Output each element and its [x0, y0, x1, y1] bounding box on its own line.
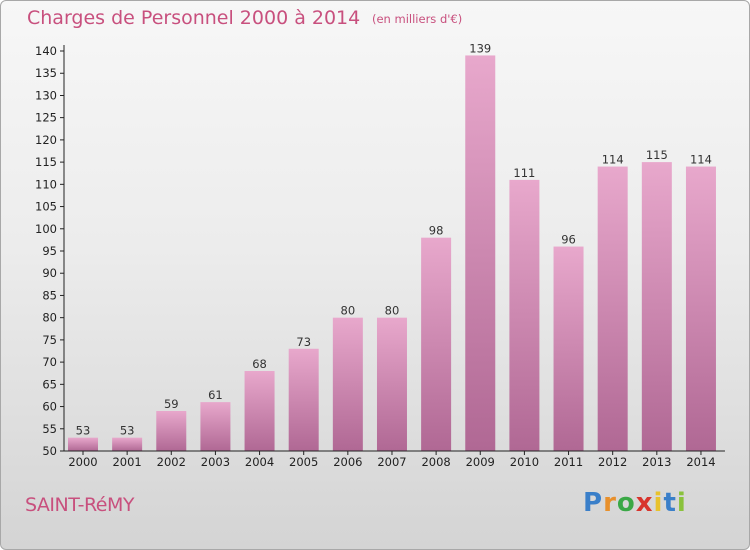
- y-axis: 50 55 60 65 70 75 80 85 90 95 100 105 110 115 120 125 13…: [35, 44, 65, 458]
- bar-2009: [465, 55, 496, 451]
- bar-2008: [421, 237, 452, 451]
- logo-letter: r: [603, 488, 617, 518]
- y-tick-label: 50: [42, 444, 57, 458]
- bar-value-label: 111: [513, 166, 535, 180]
- bar-value-label: 53: [120, 424, 135, 438]
- y-tick-label: 120: [35, 133, 57, 147]
- y-tick-label: 60: [42, 400, 57, 414]
- bar-value-label: 61: [208, 388, 223, 402]
- bar-value-label: 80: [385, 304, 400, 318]
- x-tick-label: 2012: [598, 455, 627, 469]
- x-tick-label: 2006: [333, 455, 362, 469]
- x-tick-label: 2009: [466, 455, 495, 469]
- bar-value-label: 114: [602, 153, 624, 167]
- bar-2013: [641, 162, 672, 451]
- logo-letter: o: [616, 488, 636, 518]
- y-tick-label: 55: [42, 422, 57, 436]
- y-tick-label: 65: [42, 377, 57, 391]
- bar-2006: [332, 317, 363, 451]
- x-axis: 2000 2001 2002 2003 2004 2005 2006 2007 2008 2009…: [64, 450, 725, 469]
- y-tick-label: 125: [35, 111, 57, 125]
- y-tick-label: 70: [42, 355, 57, 369]
- bar-2005: [288, 348, 319, 451]
- bar-2002: [156, 411, 187, 451]
- y-tick-label: 105: [35, 200, 57, 214]
- y-tick-label: 75: [42, 333, 57, 347]
- bar-2000: [68, 437, 98, 451]
- bar-value-label: 80: [341, 304, 356, 318]
- bar-2012: [597, 166, 628, 452]
- x-tick-label: 2011: [554, 455, 583, 469]
- bar-value-label: 59: [164, 397, 179, 411]
- x-tick-label: 2001: [112, 455, 141, 469]
- y-tick-label: 90: [42, 266, 57, 280]
- y-tick-label: 115: [35, 155, 57, 169]
- bar-value-label: 114: [690, 153, 712, 167]
- y-tick-label: 130: [35, 88, 57, 102]
- location-label: SAINT-RéMY: [25, 494, 134, 516]
- proxiti-logo: Proxiti: [583, 488, 687, 518]
- chart-title: Charges de Personnel 2000 à 2014: [27, 7, 361, 29]
- logo-letter: t: [663, 488, 677, 518]
- bar-2014: [685, 166, 716, 452]
- bar-value-label: 96: [561, 233, 576, 247]
- bar-value-label: 139: [469, 41, 491, 55]
- bars-group: 53 53 59 61 68 73 80 80 98 139 111 96 114 115 114: [68, 41, 716, 452]
- x-tick-label: 2008: [421, 455, 450, 469]
- bar-value-label: 53: [76, 424, 91, 438]
- x-tick-label: 2007: [377, 455, 406, 469]
- x-tick-label: 2005: [289, 455, 318, 469]
- logo-letter: i: [653, 488, 664, 518]
- bar-2011: [553, 246, 584, 451]
- bar-2004: [244, 371, 275, 451]
- bar-value-label: 68: [252, 357, 267, 371]
- y-tick-label: 80: [42, 311, 57, 325]
- logo-letter: i: [676, 488, 687, 518]
- logo-letter: P: [583, 488, 604, 518]
- y-tick-label: 135: [35, 66, 57, 80]
- x-tick-label: 2010: [510, 455, 539, 469]
- chart-subtitle: (en milliers d'€): [372, 12, 463, 26]
- y-tick-label: 85: [42, 288, 57, 302]
- x-tick-label: 2002: [157, 455, 186, 469]
- bar-2003: [200, 402, 231, 451]
- bar-2001: [112, 437, 143, 451]
- x-tick-label: 2003: [201, 455, 230, 469]
- x-tick-label: 2000: [68, 455, 97, 469]
- logo-letter: x: [635, 488, 654, 518]
- y-tick-label: 100: [35, 222, 57, 236]
- x-tick-label: 2014: [686, 455, 715, 469]
- bar-value-label: 115: [646, 148, 668, 162]
- y-tick-label: 140: [35, 44, 57, 58]
- x-tick-label: 2004: [245, 455, 274, 469]
- bar-value-label: 73: [296, 335, 311, 349]
- bar-value-label: 98: [429, 224, 444, 238]
- bar-2007: [376, 317, 407, 451]
- x-tick-label: 2013: [642, 455, 671, 469]
- y-tick-label: 110: [35, 177, 57, 191]
- y-tick-label: 95: [42, 244, 57, 258]
- bar-2010: [509, 179, 540, 451]
